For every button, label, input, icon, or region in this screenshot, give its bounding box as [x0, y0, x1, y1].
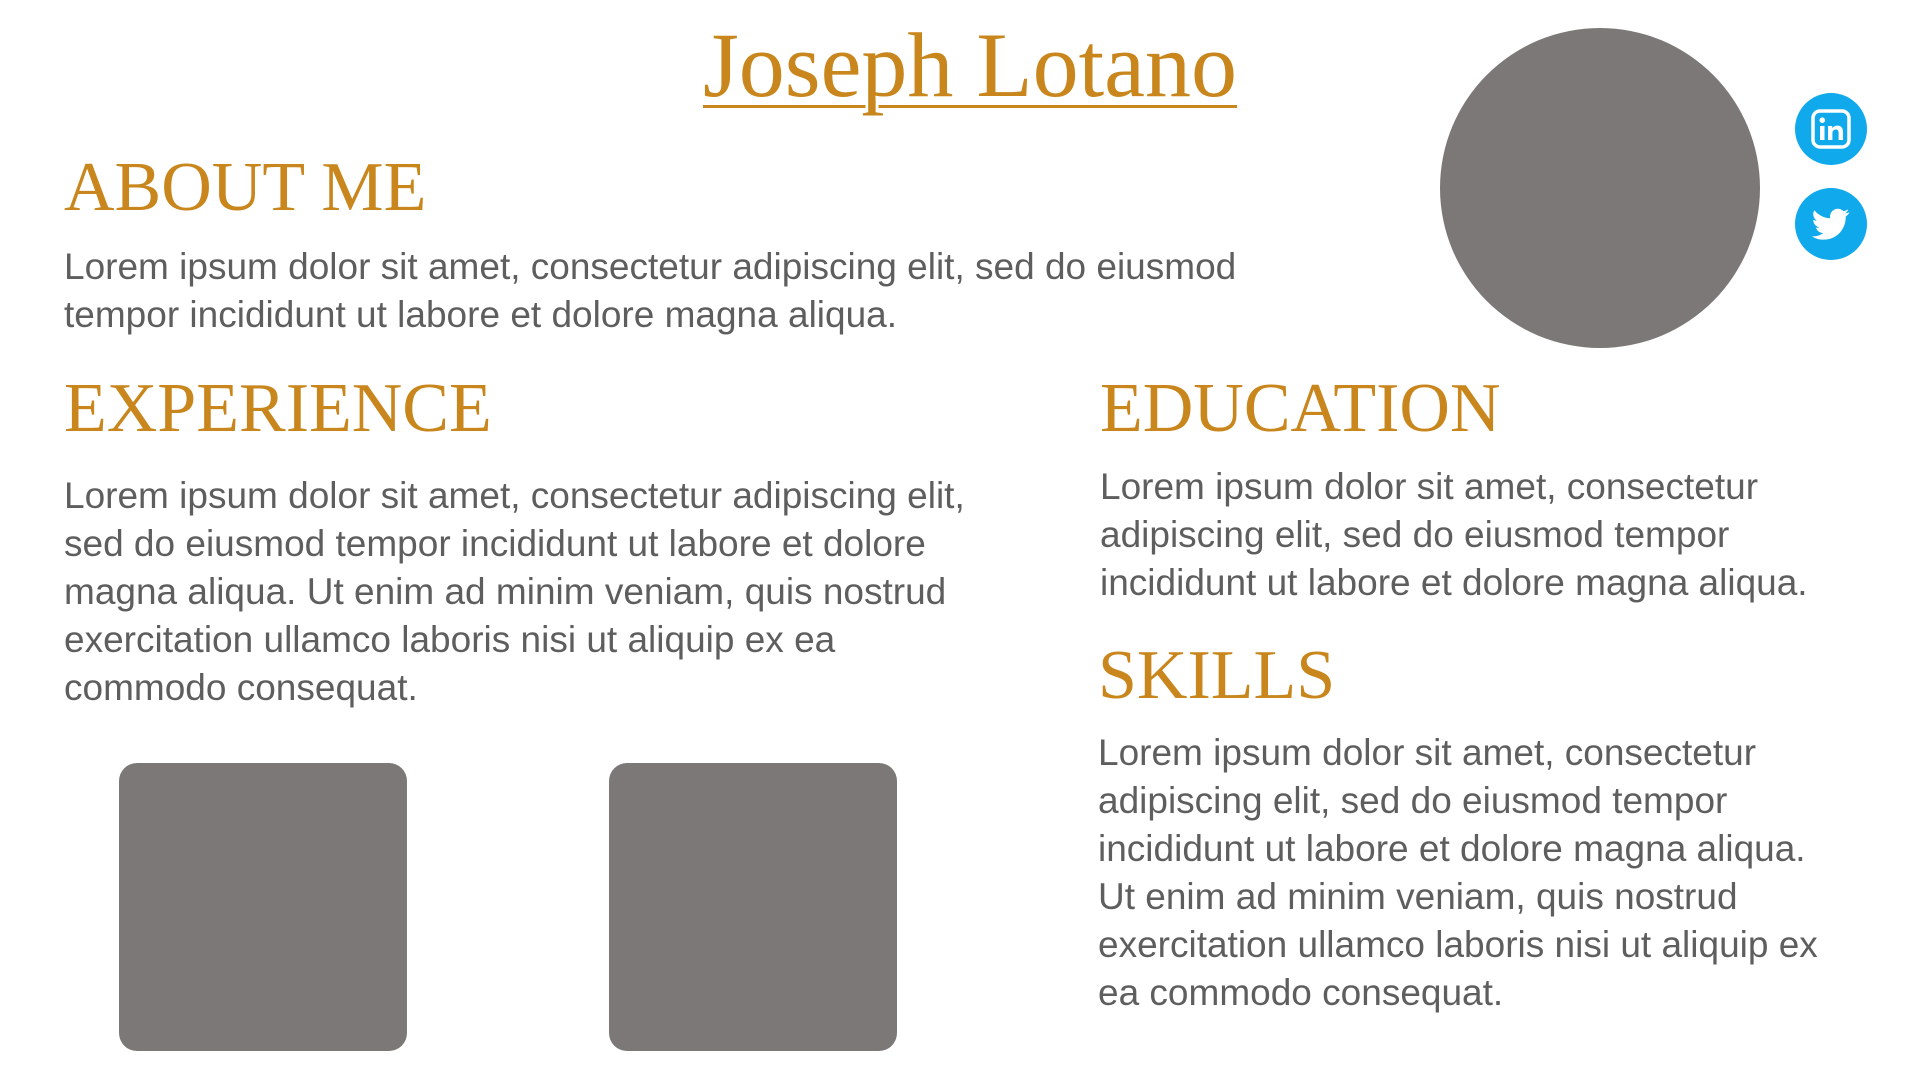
- experience-line: exercitation ullamco laboris nisi ut ali…: [64, 619, 836, 660]
- experience-text: Lorem ipsum dolor sit amet, consectetur …: [64, 472, 965, 712]
- about-me-line: tempor incididunt ut labore et dolore ma…: [64, 294, 898, 335]
- experience-line: magna aliqua. Ut enim ad minim veniam, q…: [64, 571, 947, 612]
- linkedin-button[interactable]: [1795, 93, 1867, 165]
- education-heading: EDUCATION: [1100, 370, 1501, 447]
- project-image-placeholder-2: [609, 763, 897, 1051]
- skills-line: Lorem ipsum dolor sit amet, consectetur: [1098, 732, 1757, 773]
- about-me-text: Lorem ipsum dolor sit amet, consectetur …: [64, 243, 1236, 339]
- skills-line: incididunt ut labore et dolore magna ali…: [1098, 828, 1806, 869]
- skills-line: adipiscing elit, sed do eiusmod tempor: [1098, 780, 1728, 821]
- name-title-link[interactable]: Joseph Lotano: [702, 14, 1238, 116]
- experience-line: Lorem ipsum dolor sit amet, consectetur …: [64, 475, 965, 516]
- education-line: adipiscing elit, sed do eiusmod tempor: [1100, 514, 1730, 555]
- twitter-button[interactable]: [1795, 188, 1867, 260]
- about-me-heading: ABOUT ME: [64, 149, 427, 226]
- experience-line: commodo consequat.: [64, 667, 418, 708]
- skills-text: Lorem ipsum dolor sit amet, consectetur …: [1098, 729, 1818, 1017]
- education-line: Lorem ipsum dolor sit amet, consectetur: [1100, 466, 1759, 507]
- profile-photo-placeholder: [1440, 28, 1760, 348]
- twitter-icon: [1811, 208, 1850, 240]
- project-image-placeholder-1: [119, 763, 407, 1051]
- skills-line: exercitation ullamco laboris nisi ut ali…: [1098, 924, 1818, 965]
- education-line: incididunt ut labore et dolore magna ali…: [1100, 562, 1808, 603]
- skills-line: Ut enim ad minim veniam, quis nostrud: [1098, 876, 1738, 917]
- experience-heading: EXPERIENCE: [64, 370, 492, 447]
- linkedin-icon: [1811, 109, 1851, 149]
- skills-line: ea commodo consequat.: [1098, 972, 1504, 1013]
- about-me-line: Lorem ipsum dolor sit amet, consectetur …: [64, 246, 1237, 287]
- education-text: Lorem ipsum dolor sit amet, consectetur …: [1100, 463, 1808, 607]
- experience-line: sed do eiusmod tempor incididunt ut labo…: [64, 523, 926, 564]
- skills-heading: SKILLS: [1098, 637, 1336, 714]
